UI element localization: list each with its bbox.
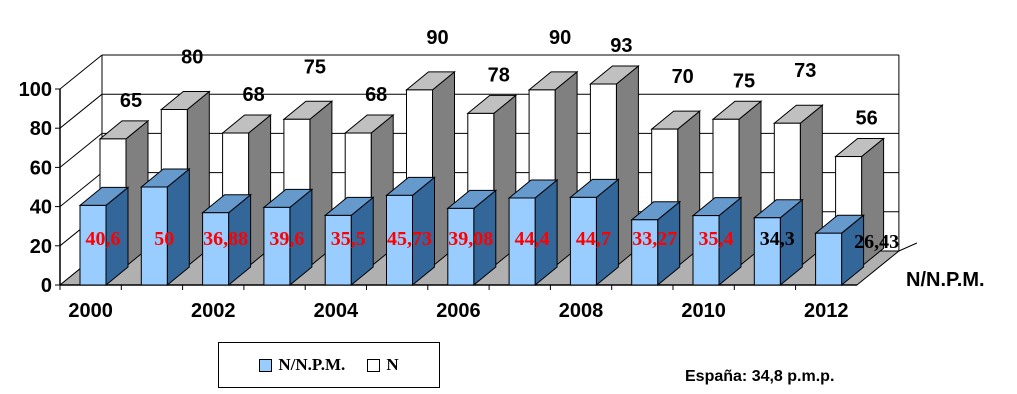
gridline-side-80 (59, 93, 103, 129)
label-nnpm-2012: 26,43 (854, 231, 899, 253)
bar-nnpm-2002-front (202, 212, 230, 286)
legend-item-nnpm: N/N.P.M. (259, 355, 345, 375)
y-tick-label: 80 (30, 118, 52, 140)
legend-item-n: N (367, 355, 399, 375)
x-tick-label: 2004 (314, 300, 359, 322)
bar-nnpm-2012 (814, 214, 866, 287)
footnote: España: 34,8 p.m.p. (685, 368, 835, 385)
bar-nnpm-2003 (262, 188, 314, 287)
bar-n-2012 (834, 137, 886, 268)
x-tick-label: 2012 (804, 300, 849, 322)
label-nnpm-2005: 45,73 (387, 228, 432, 250)
label-n-2007: 90 (549, 27, 571, 49)
x-tick-label: 2000 (68, 300, 113, 322)
label-n-2009: 70 (672, 66, 694, 88)
bar-nnpm-2009 (630, 200, 682, 287)
x-tick-label: 2010 (681, 300, 726, 322)
gridline-side-100 (59, 54, 103, 90)
bar-nnpm-2005 (385, 176, 436, 287)
y-tick-label: 20 (30, 236, 52, 258)
label-n-2006: 78 (488, 64, 510, 86)
label-n-2008: 93 (610, 35, 632, 57)
bar-nnpm-2003-front (263, 206, 291, 286)
bar-nnpm-2010-front (692, 215, 720, 286)
bar-nnpm-2009-front (631, 219, 659, 286)
label-nnpm-2009: 33,27 (632, 228, 677, 250)
label-nnpm-2006: 39,08 (448, 228, 493, 250)
bars (78, 64, 886, 287)
bar-nnpm-2005-front (386, 194, 413, 286)
x-tick-label: 2008 (559, 300, 604, 322)
bar-nnpm-2001 (139, 167, 191, 287)
depth-axis-tick (898, 242, 918, 252)
y-tick-label: 60 (30, 157, 52, 179)
bar-nnpm-2006 (446, 189, 498, 287)
bar-nnpm-2010 (691, 196, 743, 287)
bar-nnpm-2004 (323, 196, 375, 287)
label-nnpm-2001: 50 (154, 228, 174, 250)
label-n-2004: 68 (365, 84, 387, 106)
legend-label-n: N (386, 355, 399, 374)
x-tick-label: 2006 (436, 300, 481, 322)
depth-axis-label: N/N.P.M. (906, 269, 985, 291)
bar-nnpm-2000 (78, 186, 130, 287)
y-tick-label: 40 (30, 197, 52, 219)
y-tick-label: 100 (19, 79, 52, 101)
label-nnpm-2000: 40,6 (86, 228, 121, 250)
label-n-2001: 80 (181, 47, 203, 69)
legend: N/N.P.M. N (218, 342, 440, 388)
bar-nnpm-2011-front (753, 217, 781, 286)
label-nnpm-2004: 35,5 (331, 228, 366, 250)
bar-nnpm-2008-front (569, 196, 597, 286)
label-n-2011: 73 (794, 60, 816, 82)
axes: 0 20 40 60 80 100 2000 2002 2004 2006 2008 2010 2012 (19, 79, 918, 322)
legend-label-nnpm: N/N.P.M. (278, 355, 346, 374)
bar-nnpm-2000-front (79, 204, 107, 286)
label-n-2003: 75 (304, 56, 326, 78)
bar-nnpm-2011 (752, 198, 804, 287)
label-nnpm-2008: 44,7 (576, 228, 611, 250)
bar-nnpm-2008 (568, 178, 620, 287)
label-nnpm-2002: 36,88 (203, 228, 248, 250)
bar-nnpm-2007-front (508, 197, 536, 286)
data-labels: 65 80 68 75 68 90 78 90 93 70 75 73 56 40,6 50 36,88 39,… (86, 27, 900, 253)
label-n-2005: 90 (426, 27, 448, 49)
label-n-2002: 68 (242, 84, 264, 106)
legend-swatch-nnpm (259, 358, 273, 372)
label-n-2000: 65 (120, 90, 142, 112)
legend-swatch-n (367, 358, 381, 372)
label-n-2010: 75 (733, 70, 755, 92)
bar-nnpm-2006-front (447, 207, 475, 286)
bar-nnpm-2001-side (166, 167, 190, 287)
x-tick-label: 2002 (191, 300, 236, 322)
bar-nnpm-2002 (201, 193, 253, 287)
bar-nnpm-2004-front (324, 214, 352, 286)
label-nnpm-2007: 44,4 (515, 228, 550, 250)
gridline-side-40 (59, 172, 103, 207)
label-nnpm-2010: 35,4 (699, 228, 734, 250)
gridline-side-60 (59, 133, 103, 168)
label-nnpm-2011: 34,3 (760, 228, 795, 250)
label-nnpm-2003: 39,6 (269, 228, 304, 250)
bar-nnpm-2001-front (140, 186, 168, 286)
y-tick-label: 0 (41, 275, 52, 297)
bar-n-2009 (650, 110, 702, 268)
bar-nnpm-2007 (507, 178, 559, 287)
label-n-2012: 56 (855, 108, 877, 130)
bar-nnpm-2012-front (815, 232, 843, 286)
